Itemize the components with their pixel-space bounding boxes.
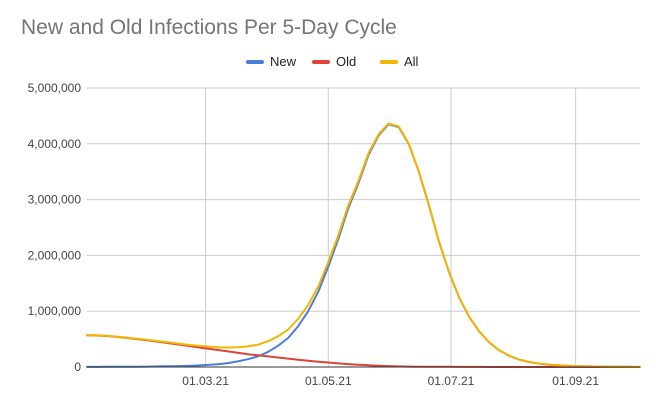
y-tick-label: 0 — [74, 360, 81, 374]
series-line-new — [86, 123, 641, 368]
legend-item-new: New — [246, 54, 297, 69]
y-tick-label: 4,000,000 — [28, 137, 82, 151]
series-line-all — [86, 122, 641, 368]
x-tick-label: 01.05.21 — [305, 374, 352, 388]
x-tick-label: 01.03.21 — [182, 374, 229, 388]
legend-label: All — [404, 54, 419, 69]
chart-title: New and Old Infections Per 5-Day Cycle — [21, 16, 397, 39]
y-tick-label: 2,000,000 — [28, 248, 82, 262]
legend-label: Old — [336, 54, 356, 69]
grid-layer — [87, 87, 640, 367]
y-tick-label: 5,000,000 — [28, 81, 82, 95]
x-tick-label: 01.09.21 — [552, 374, 599, 388]
y-tick-label: 3,000,000 — [28, 193, 82, 207]
axis-layer: 0 1,000,000 2,000,000 3,000,000 4,000,000 5,0… — [28, 81, 640, 388]
series-layer — [86, 122, 641, 368]
legend-item-old: Old — [312, 54, 356, 69]
series-line-old — [86, 334, 641, 368]
y-tick-label: 1,000,000 — [28, 304, 82, 318]
legend-item-all: All — [380, 54, 419, 69]
x-tick-label: 01.07.21 — [428, 374, 475, 388]
legend: New Old All — [246, 54, 419, 69]
legend-label: New — [270, 54, 297, 69]
